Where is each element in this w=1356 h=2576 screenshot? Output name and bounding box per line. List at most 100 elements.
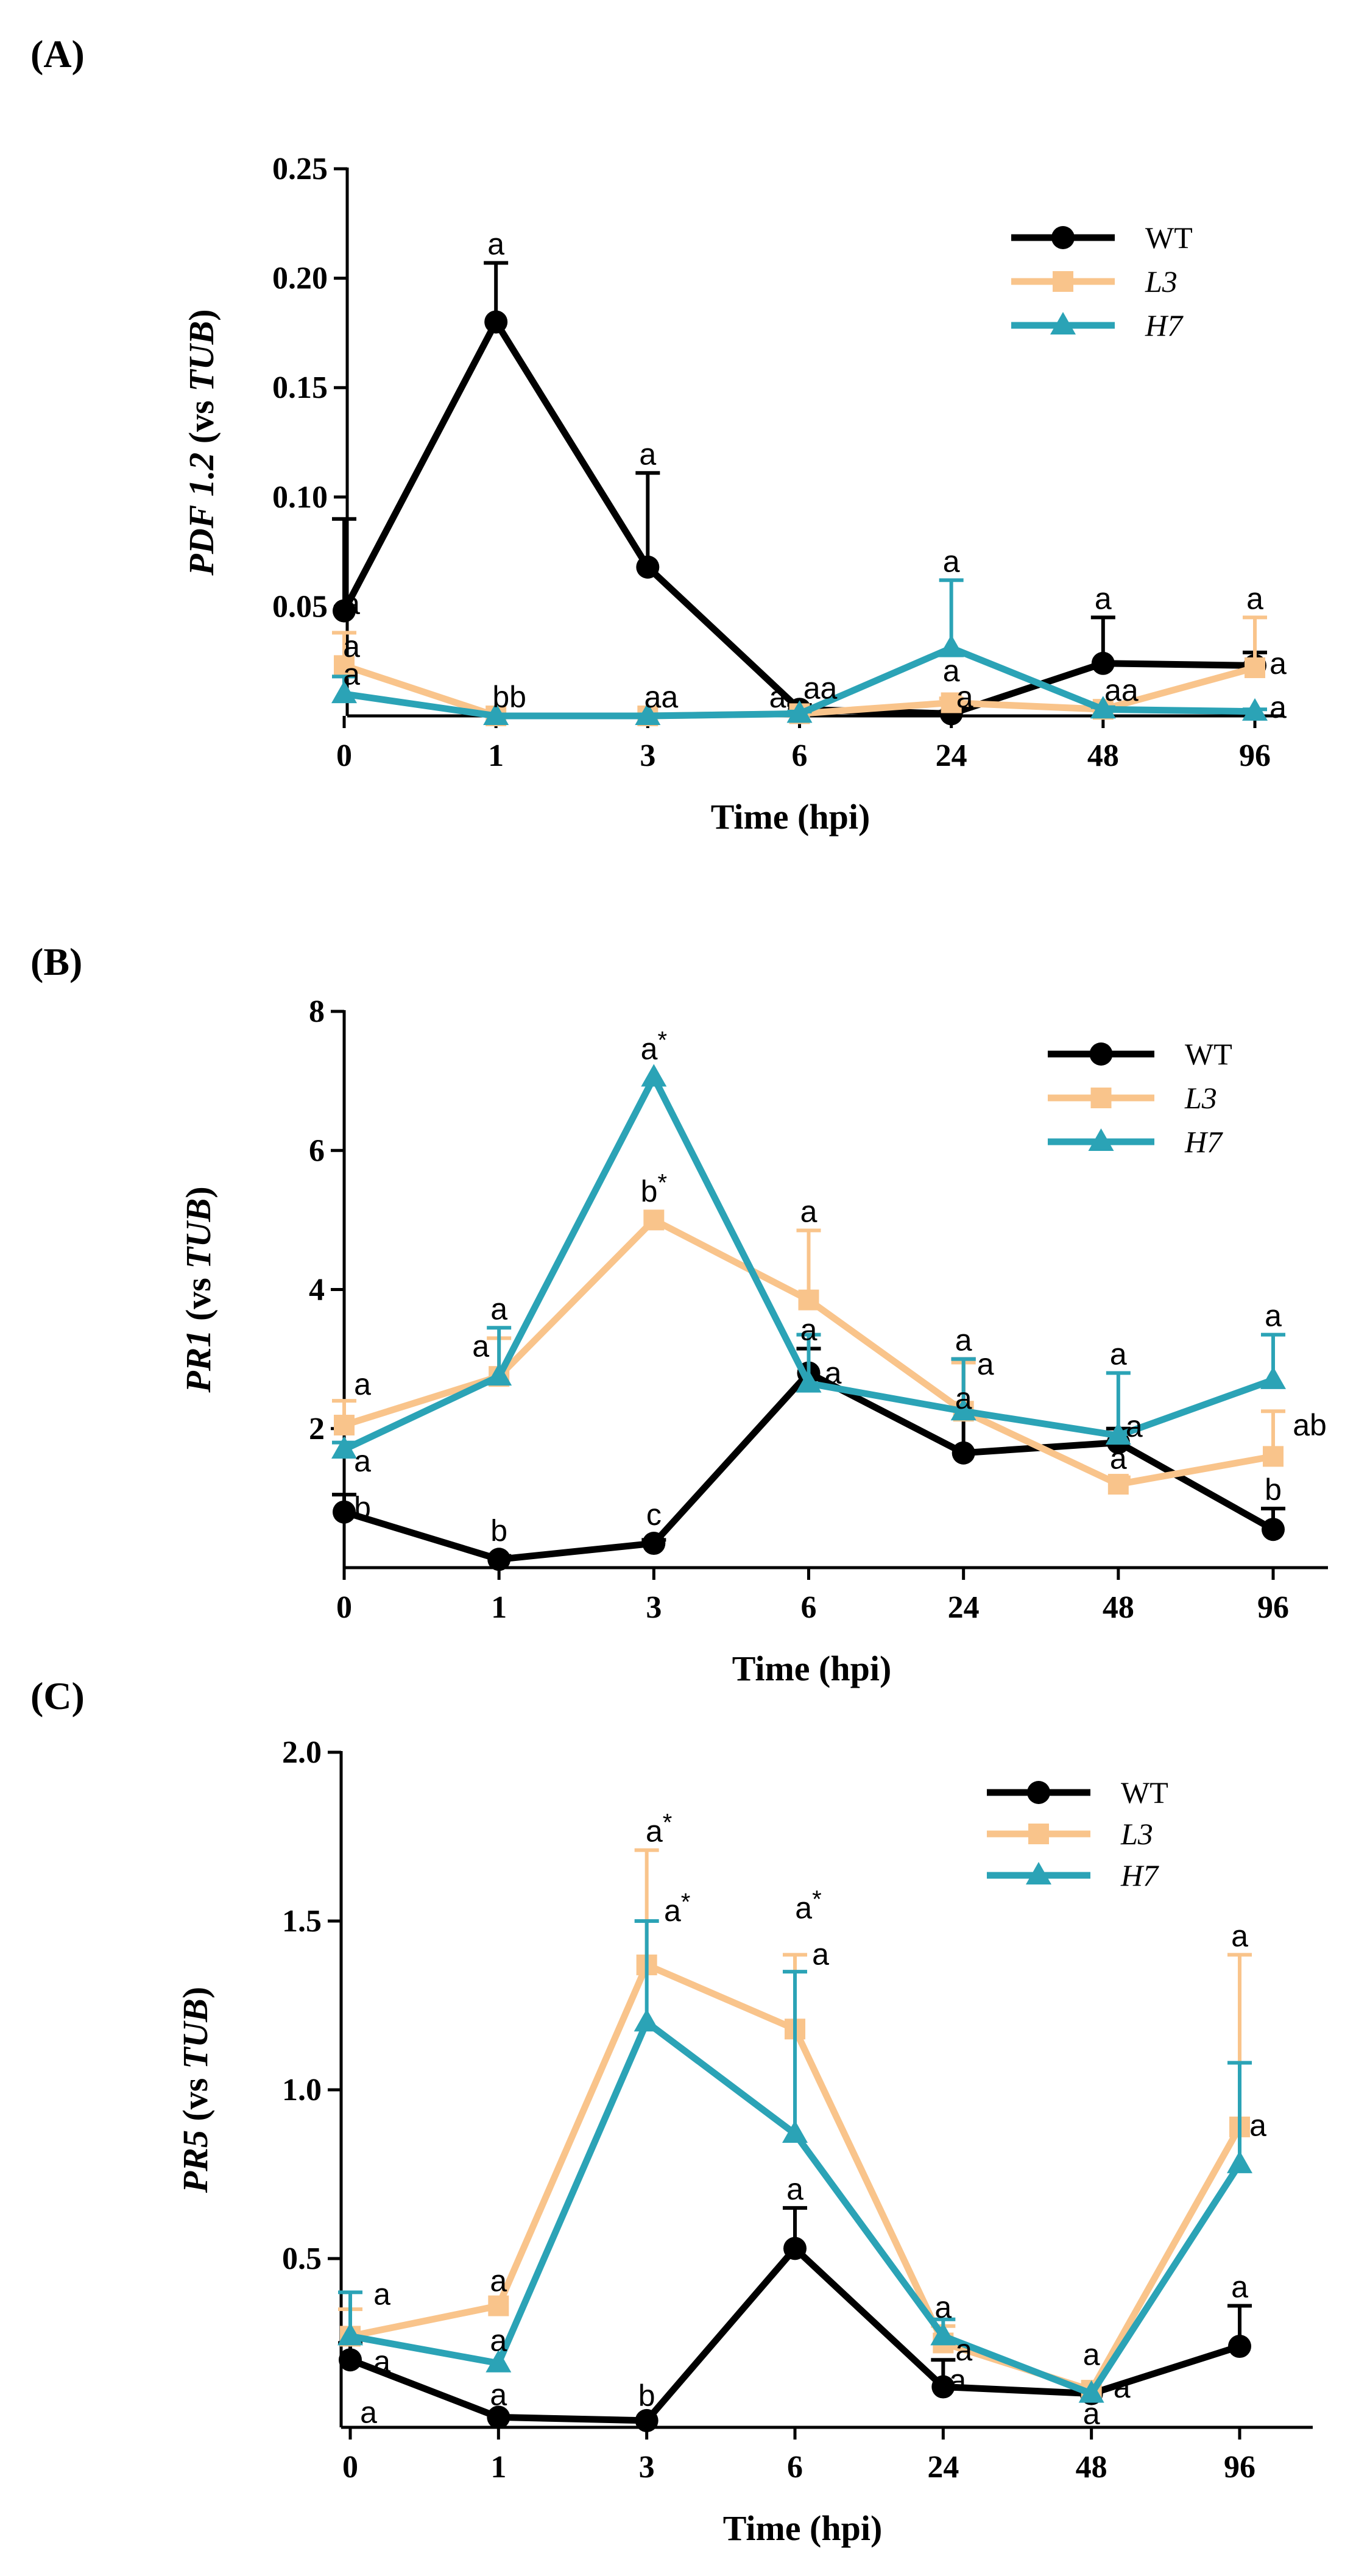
x-tick-label: 24 [948, 1590, 980, 1625]
x-axis-title: Time (hpi) [732, 1649, 892, 1688]
data-point [641, 1064, 667, 1087]
panel-label: (A) [30, 32, 85, 76]
significance-letter: a [1083, 2337, 1100, 2371]
significance-letter: a [800, 1313, 817, 1347]
significance-letter: aa [803, 671, 838, 706]
significance-letter: a [343, 657, 360, 691]
panel-a: (A) 0.05 0.10 0.15 0.20 0.25 0 1 3 6 24 48 96 Time (h… [30, 32, 1287, 837]
data-point [339, 2348, 362, 2372]
x-tick-label: 48 [1076, 2450, 1107, 2485]
x-tick-label: 48 [1087, 738, 1119, 773]
legend-marker-l3 [1090, 1088, 1112, 1108]
significance-letter: c [646, 1498, 662, 1532]
significance-letter: a* [664, 1889, 690, 1928]
legend: WT L3 H7 [1048, 1037, 1232, 1159]
significance-letter: a [490, 2264, 507, 2298]
data-point [486, 2349, 512, 2373]
y-axis-title: PR5 (vs TUB) [175, 1987, 215, 2193]
significance-letter: a [343, 587, 360, 621]
data-point [1107, 1474, 1129, 1495]
y-tick-label: 0.10 [272, 480, 328, 515]
significance-letter: a* [646, 1810, 672, 1849]
series-h7 [337, 1919, 1252, 2403]
x-tick-label: 6 [787, 2450, 803, 2485]
significance-letter: a* [795, 1886, 821, 1925]
y-tick-label: 8 [309, 994, 325, 1029]
significance-letter: a [1246, 581, 1263, 615]
significance-letter: a [955, 1381, 972, 1415]
significance-letter: a [1265, 1299, 1282, 1333]
significance-letter: aa [1104, 673, 1139, 707]
significance-letter: bb [492, 680, 526, 714]
legend-marker-wt [1089, 1042, 1113, 1066]
data-point [1228, 2335, 1251, 2358]
data-point [1105, 1422, 1131, 1445]
data-point [487, 1548, 511, 1571]
significance-letter: a [786, 2227, 803, 2261]
data-point [786, 700, 813, 723]
significance-letter: b [638, 2379, 655, 2413]
significance-letter: a [472, 1329, 489, 1363]
data-point [783, 2237, 807, 2260]
data-point [1242, 698, 1268, 721]
x-tick-label: 0 [336, 1590, 352, 1625]
significance-letter: a [343, 629, 360, 663]
series-wt [332, 261, 1267, 726]
series-h7 [331, 1064, 1286, 1459]
significance-letter: a [1083, 2397, 1100, 2431]
series-line [349, 2245, 1241, 2424]
significance-letter: a [769, 680, 786, 714]
significance-letter: a [1231, 1919, 1248, 1953]
significance-letter: a [943, 654, 960, 688]
legend-marker-wt [1027, 1781, 1050, 1804]
y-tick-label: 0.20 [272, 261, 328, 296]
data-point [333, 599, 356, 623]
y-tick-label: 1.5 [282, 1904, 322, 1939]
panel-label: (B) [30, 940, 82, 983]
y-tick-label: 1.0 [282, 2073, 322, 2107]
significance-letter: b* [641, 1169, 667, 1208]
x-axis-title: Time (hpi) [723, 2508, 883, 2548]
data-point [1091, 651, 1115, 675]
significance-letter: a [354, 1444, 371, 1478]
significance-letter: a [373, 2277, 390, 2311]
data-point [938, 634, 964, 657]
data-point [642, 1532, 666, 1555]
y-tick-label: 2.0 [282, 1735, 322, 1770]
data-point [1245, 657, 1265, 678]
data-point [487, 2405, 510, 2429]
data-point [635, 2408, 659, 2432]
data-point [337, 2323, 363, 2346]
legend-label-l3: L3 [1184, 1081, 1217, 1115]
series-line [341, 318, 1255, 717]
data-point [930, 2323, 956, 2346]
significance-letter: a [1095, 581, 1112, 615]
panel-c: (C) 0.5 1.0 1.5 2.0 0 1 3 6 24 48 96 Time (hpi) PR5 (… [30, 1674, 1313, 2548]
data-point [1078, 2380, 1104, 2403]
x-tick-label: 1 [491, 1590, 507, 1625]
significance-letter: a [487, 227, 504, 261]
y-axis-title: PR1 (vs TUB) [178, 1186, 218, 1393]
significance-letter: a [1231, 2270, 1248, 2304]
data-point [486, 1363, 512, 1386]
significance-letter: a [490, 2324, 507, 2358]
significance-letter: b [490, 1513, 507, 1548]
legend-label-l3: L3 [1120, 1817, 1153, 1851]
significance-letter: a [1269, 690, 1287, 724]
data-point [1260, 1366, 1286, 1389]
data-point [643, 1209, 665, 1231]
significance-letter: a [955, 1323, 972, 1357]
x-axis-title: Time (hpi) [711, 797, 870, 837]
x-tick-label: 0 [342, 2450, 358, 2485]
legend: WT L3 H7 [987, 1775, 1168, 1892]
y-axis-title: PDF 1.2 (vs TUB) [182, 309, 221, 576]
data-point [331, 681, 357, 704]
data-point [483, 702, 509, 725]
x-tick-label: 6 [801, 1590, 817, 1625]
x-tick-label: 0 [336, 738, 352, 773]
data-point [931, 2375, 955, 2399]
x-tick-label: 96 [1239, 738, 1271, 773]
significance-letter: a* [641, 1027, 667, 1066]
significance-letter: a [825, 1356, 842, 1390]
